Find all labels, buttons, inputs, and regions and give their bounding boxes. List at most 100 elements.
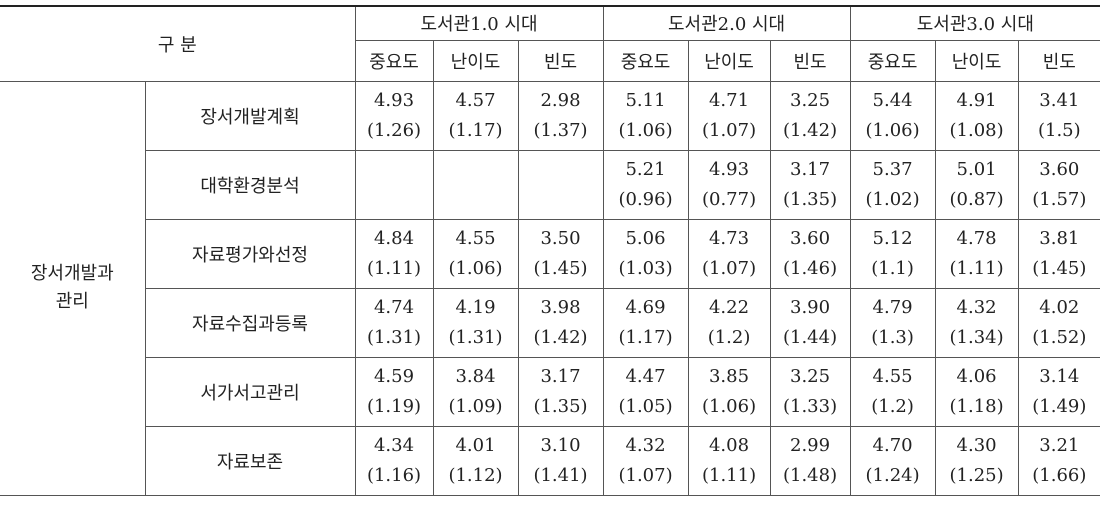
sd-value: (1.48) bbox=[782, 464, 838, 486]
sd-value: (1.45) bbox=[1032, 257, 1087, 279]
mean-value: 4.70 bbox=[872, 434, 913, 456]
value-cell: 3.14 (1.49) bbox=[1017, 356, 1101, 427]
sd-value: (1.06) bbox=[618, 119, 673, 141]
sd-value: (1.1) bbox=[871, 257, 914, 279]
sd-value: (1.11) bbox=[366, 257, 422, 279]
sd-value: (1.17) bbox=[618, 326, 673, 348]
group-header: 도서관3.0 시대 bbox=[849, 5, 1101, 41]
value-cell bbox=[517, 149, 604, 220]
value-cell: 4.69 (1.17) bbox=[602, 287, 689, 358]
mean-value: 4.30 bbox=[956, 434, 997, 456]
mean-value: 4.34 bbox=[373, 434, 415, 456]
sd-value: (0.96) bbox=[618, 188, 673, 210]
value-cell: 5.11 (1.06) bbox=[602, 80, 689, 151]
page: {"table": { "header": {"corner": "구 분", … bbox=[0, 5, 1104, 511]
value-cell: 5.44 (1.06) bbox=[849, 80, 936, 151]
mean-value: 5.37 bbox=[872, 158, 913, 180]
value-cell: 2.98 (1.37) bbox=[517, 80, 604, 151]
mean-value: 4.79 bbox=[872, 296, 913, 318]
value-cell: 3.98 (1.42) bbox=[517, 287, 604, 358]
sd-value: (1.37) bbox=[533, 119, 588, 141]
sd-value: (1.42) bbox=[782, 119, 838, 141]
row-label: 자료보존 bbox=[145, 425, 356, 496]
mean-value: 4.55 bbox=[872, 365, 913, 387]
value-cell bbox=[432, 149, 519, 220]
mean-value: 4.02 bbox=[1039, 296, 1080, 318]
value-cell: 4.34 (1.16) bbox=[354, 425, 434, 496]
sd-value: (1.02) bbox=[865, 188, 920, 210]
table-body: 장서개발과 관리 장서개발계획 4.93 (1.26) 4.57 (1.17) 2.98 (1.… bbox=[0, 80, 1101, 496]
sd-value: (1.44) bbox=[782, 326, 838, 348]
category-line: 관리 bbox=[55, 291, 89, 312]
value-cell: 5.21 (0.96) bbox=[602, 149, 689, 220]
data-table: 구 분 도서관1.0 시대 도서관2.0 시대 도서관3.0 시대 중요도 난이도 빈도 중요… bbox=[0, 5, 1101, 496]
value-cell: 5.12 (1.1) bbox=[849, 218, 936, 289]
value-cell bbox=[354, 149, 434, 220]
mean-value: 3.25 bbox=[790, 89, 831, 111]
row-label: 자료수집과등록 bbox=[145, 287, 356, 358]
value-cell: 3.50 (1.45) bbox=[517, 218, 604, 289]
mean-value: 3.25 bbox=[790, 365, 831, 387]
category-line: 장서개발과 bbox=[30, 263, 114, 284]
sd-value: (1.11) bbox=[949, 257, 1004, 279]
mean-value: 2.99 bbox=[790, 434, 831, 456]
value-cell: 4.74 (1.31) bbox=[354, 287, 434, 358]
mean-value: 5.21 bbox=[625, 158, 666, 180]
sd-value: (1.18) bbox=[949, 395, 1004, 417]
group-header: 도서관1.0 시대 bbox=[354, 5, 604, 41]
value-cell: 5.37 (1.02) bbox=[849, 149, 936, 220]
sd-value: (1.25) bbox=[949, 464, 1004, 486]
value-cell: 3.60 (1.46) bbox=[769, 218, 851, 289]
mean-value: 4.73 bbox=[708, 227, 750, 249]
row-label: 자료평가와선정 bbox=[145, 218, 356, 289]
sd-value: (1.49) bbox=[1032, 395, 1087, 417]
sd-value: (1.35) bbox=[782, 188, 838, 210]
mean-value: 3.85 bbox=[708, 365, 750, 387]
mean-value: 4.32 bbox=[956, 296, 997, 318]
row-label: 장서개발계획 bbox=[144, 80, 356, 151]
mean-value: 3.41 bbox=[1039, 89, 1080, 111]
mean-value: 4.47 bbox=[625, 365, 666, 387]
value-cell: 3.81 (1.45) bbox=[1017, 218, 1101, 289]
sd-value: (1.46) bbox=[782, 257, 838, 279]
mean-value: 4.93 bbox=[708, 158, 750, 180]
sd-value: (1.33) bbox=[782, 395, 838, 417]
value-cell: 3.85 (1.06) bbox=[687, 356, 771, 427]
mean-value: 5.44 bbox=[872, 89, 913, 111]
mean-value: 4.59 bbox=[373, 365, 415, 387]
sd-value: (1.41) bbox=[533, 464, 588, 486]
sd-value: (1.08) bbox=[949, 119, 1004, 141]
data-row: 장서개발과 관리 장서개발계획 4.93 (1.26) 4.57 (1.17) 2.98 (1.… bbox=[0, 80, 1101, 496]
subheader: 중요도 bbox=[355, 39, 434, 82]
value-cell: 3.25 (1.33) bbox=[769, 356, 851, 427]
sd-value: (0.87) bbox=[949, 188, 1004, 210]
value-cell: 4.78 (1.11) bbox=[934, 218, 1019, 289]
mean-value: 4.74 bbox=[373, 296, 415, 318]
sd-value: (1.11) bbox=[701, 464, 757, 486]
mean-value: 3.17 bbox=[540, 365, 581, 387]
mean-value: 5.11 bbox=[625, 89, 666, 111]
sd-value: (1.07) bbox=[701, 119, 757, 141]
value-cell: 4.59 (1.19) bbox=[354, 356, 434, 427]
sd-value: (1.12) bbox=[448, 464, 503, 486]
sd-value: (1.03) bbox=[618, 257, 673, 279]
mean-value: 3.90 bbox=[790, 296, 831, 318]
sd-value: (0.77) bbox=[701, 188, 757, 210]
mean-value: 4.69 bbox=[625, 296, 666, 318]
mean-value: 3.81 bbox=[1039, 227, 1080, 249]
mean-value: 4.78 bbox=[956, 227, 997, 249]
value-cell: 3.10 (1.41) bbox=[517, 425, 604, 496]
mean-value: 3.21 bbox=[1039, 434, 1080, 456]
value-cell: 3.17 (1.35) bbox=[769, 149, 851, 220]
value-cell: 4.70 (1.24) bbox=[849, 425, 936, 496]
row-label: 서가서고관리 bbox=[145, 356, 356, 427]
row-label: 대학환경분석 bbox=[145, 149, 356, 220]
subheader: 난이도 bbox=[934, 39, 1019, 82]
corner-header: 구 분 bbox=[0, 5, 356, 82]
mean-value: 3.10 bbox=[540, 434, 581, 456]
value-cell: 3.21 (1.66) bbox=[1017, 425, 1101, 496]
value-cell: 2.99 (1.48) bbox=[769, 425, 851, 496]
value-cell: 3.25 (1.42) bbox=[769, 80, 851, 151]
mean-value: 5.01 bbox=[956, 158, 997, 180]
value-cell: 4.84 (1.11) bbox=[354, 218, 434, 289]
